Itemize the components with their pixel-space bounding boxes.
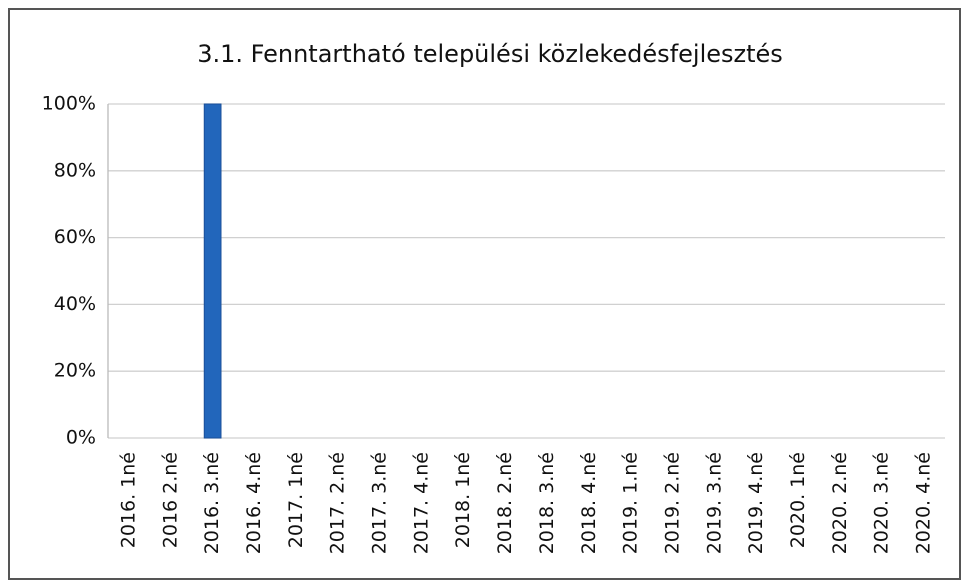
y-tick-label: 40%	[54, 293, 96, 315]
x-tick-label: 2016. 4.né	[243, 452, 265, 554]
x-tick-label: 2016 2.né	[159, 452, 181, 548]
x-tick-label: 2019. 1.né	[620, 452, 642, 554]
x-tick-label: 2016. 1né	[117, 452, 139, 548]
x-tick-label: 2020. 2.né	[829, 452, 851, 554]
x-tick-label: 2018. 1né	[452, 452, 474, 548]
x-tick-label: 2019. 2.né	[661, 452, 683, 554]
bar	[203, 103, 222, 439]
x-tick-label: 2017. 1né	[285, 452, 307, 548]
x-tick-label: 2019. 3.né	[703, 452, 725, 554]
x-tick-label: 2018. 4.né	[578, 452, 600, 554]
x-tick-label: 2020. 4.né	[913, 452, 935, 554]
chart-frame	[8, 8, 961, 580]
x-tick-label: 2016. 3.né	[201, 452, 223, 554]
x-tick-label: 2017. 4.né	[410, 452, 432, 554]
y-tick-label: 60%	[54, 226, 96, 248]
x-tick-label: 2020. 3.né	[871, 452, 893, 554]
chart-title: 3.1. Fenntartható települési közlekedésf…	[197, 40, 783, 68]
x-tick-label: 2019. 4.né	[745, 452, 767, 554]
y-tick-label: 20%	[54, 360, 96, 382]
x-tick-label: 2018. 3.né	[536, 452, 558, 554]
y-tick-label: 80%	[54, 159, 96, 181]
x-tick-label: 2017. 3.né	[369, 452, 391, 554]
x-tick-label: 2017. 2.né	[327, 452, 349, 554]
x-tick-label: 2020. 1né	[787, 452, 809, 548]
y-tick-label: 100%	[42, 93, 96, 115]
y-tick-label: 0%	[66, 427, 96, 449]
x-tick-label: 2018. 2.né	[494, 452, 516, 554]
